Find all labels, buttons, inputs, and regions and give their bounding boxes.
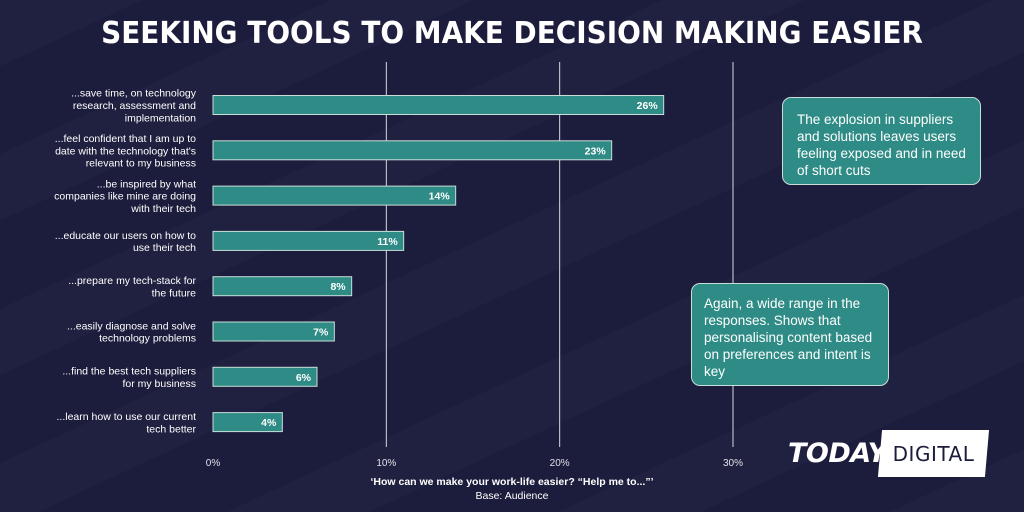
category-label-line: use their tech	[133, 242, 196, 254]
bar-value-label: 26%	[637, 100, 659, 112]
category-label-line: technology problems	[99, 333, 196, 345]
x-tick-label: 30%	[723, 458, 743, 469]
category-label-line: ...prepare my tech-stack for	[68, 275, 196, 287]
bar	[212, 140, 613, 161]
bar	[212, 412, 283, 433]
bar	[212, 185, 457, 206]
bar-value-label: 23%	[585, 145, 607, 157]
logo-word-digital: DIGITAL	[892, 442, 975, 466]
bar-value-label: 11%	[377, 236, 398, 248]
category-label-line: research, assessment and	[73, 100, 196, 112]
bar	[212, 95, 665, 115]
bar-value-label: 8%	[330, 281, 346, 293]
category-label-line: ...educate our users on how to	[55, 230, 196, 242]
category-label: ...be inspired by what companies like min…	[54, 178, 196, 215]
x-tick-label: 10%	[376, 458, 396, 469]
category-label-line: ...easily diagnose and solve	[67, 320, 196, 332]
category-label-line: ...feel confident that I am up to	[55, 133, 196, 145]
category-label-line: for my business	[122, 378, 196, 390]
category-label-line: the future	[152, 287, 197, 299]
category-label-line: with their tech	[130, 203, 196, 215]
base-note: Base: Audience	[475, 490, 549, 502]
callout-suppliers: The explosion in suppliers and solutions…	[782, 97, 981, 185]
category-label-line: implementation	[125, 112, 196, 124]
category-label-line: companies like mine are doing	[54, 191, 196, 203]
category-label-line: relevant to my business	[86, 158, 196, 170]
category-label: ...save time, on technology research, ass…	[71, 88, 197, 125]
category-label-line: tech better	[146, 423, 196, 435]
x-tick-label: 20%	[550, 458, 570, 469]
x-tick-label: 0%	[206, 458, 221, 469]
category-label: ...prepare my tech-stack for the future	[68, 275, 196, 299]
category-label-line: ...be inspired by what	[97, 178, 196, 190]
category-label: ...educate our users on how to use their …	[55, 230, 196, 254]
bar-value-label: 7%	[313, 327, 329, 339]
category-label-line: ...learn how to use our current	[57, 411, 197, 423]
bar	[212, 230, 405, 251]
bar	[212, 366, 318, 387]
callout-personalising: Again, a wide range in the responses. Sh…	[691, 283, 889, 386]
bar	[212, 321, 335, 342]
category-label: ...easily diagnose and solve technology p…	[67, 320, 196, 344]
category-label-line: ...save time, on technology	[71, 88, 197, 100]
bar	[212, 276, 353, 297]
category-label: ...feel confident that I am up to date wi…	[55, 133, 196, 170]
category-label-line: date with the technology that's	[55, 145, 196, 157]
survey-question: ‘How can we make your work-life easier? …	[370, 476, 654, 488]
page-title: SEEKING TOOLS TO MAKE DECISION MAKING EA…	[101, 16, 923, 51]
logo-word-today: TODAY	[788, 438, 887, 469]
bar-value-label: 6%	[296, 372, 312, 384]
category-label-line: ...find the best tech suppliers	[62, 366, 196, 378]
bar-value-label: 4%	[261, 417, 277, 429]
category-label: ...find the best tech suppliers for my bu…	[62, 366, 196, 390]
today-digital-logo: TODAY DIGITAL	[788, 430, 990, 480]
category-label: ...learn how to use our current tech bett…	[57, 411, 197, 435]
bar-value-label: 14%	[429, 191, 451, 203]
